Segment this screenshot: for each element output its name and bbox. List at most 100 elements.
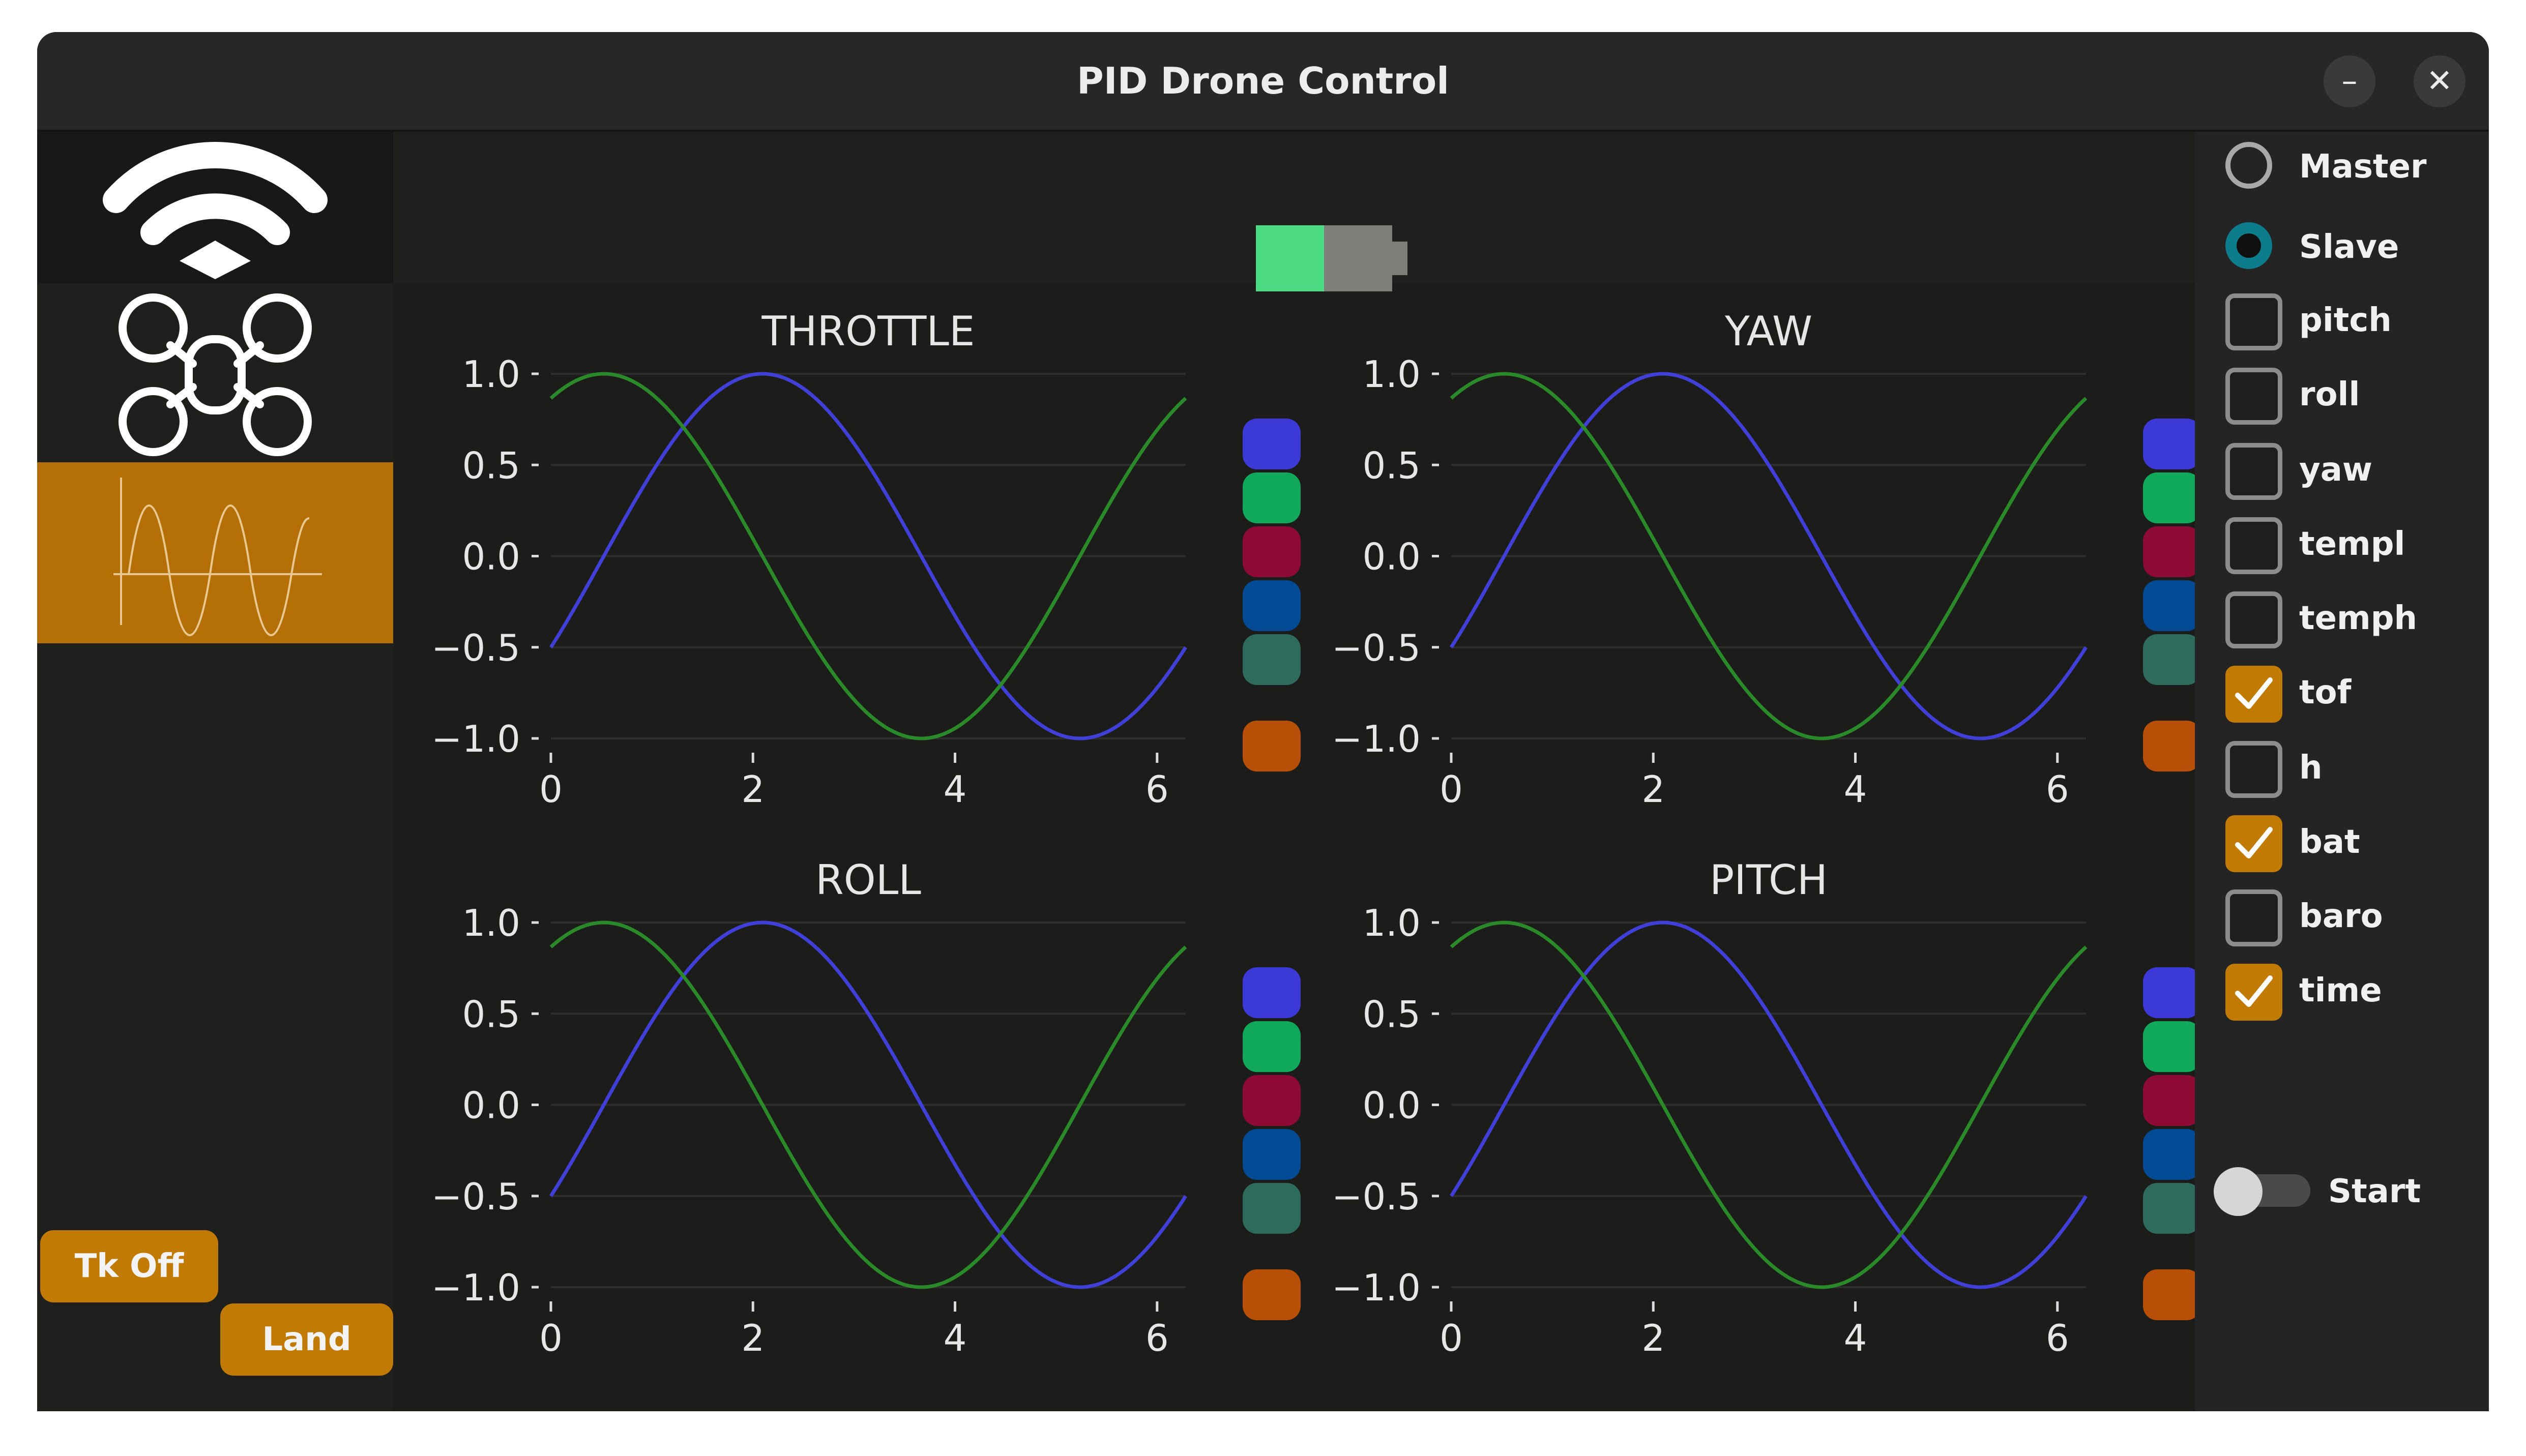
legend-swatch[interactable] bbox=[1243, 1183, 1301, 1234]
y-tick-label: 0.5 bbox=[1362, 444, 1421, 487]
x-tick-label: 2 bbox=[1641, 1317, 1665, 1359]
series-line-2 bbox=[1450, 372, 2088, 740]
wifi-icon bbox=[103, 142, 328, 279]
checkbox-time-box[interactable] bbox=[2225, 964, 2282, 1021]
radio-slave-indicator[interactable] bbox=[2225, 222, 2272, 269]
legend-swatch[interactable] bbox=[1243, 1075, 1301, 1126]
checkbox-templ-label: templ bbox=[2299, 525, 2405, 563]
checkbox-bat-label: bat bbox=[2299, 823, 2360, 861]
window-title: PID Drone Control bbox=[1077, 60, 1449, 102]
x-tick-label: 4 bbox=[1844, 1317, 1867, 1359]
legend-swatch[interactable] bbox=[1243, 1021, 1301, 1072]
start-switch[interactable]: Start bbox=[2214, 1163, 2478, 1224]
legend-swatch[interactable] bbox=[2143, 526, 2201, 577]
legend-swatch[interactable] bbox=[1243, 526, 1301, 577]
y-tick-label: 0.0 bbox=[462, 1084, 520, 1127]
y-tick-label: 1.0 bbox=[462, 353, 520, 396]
legend-swatch[interactable] bbox=[2143, 1021, 2201, 1072]
legend-swatch[interactable] bbox=[2143, 1269, 2201, 1320]
legend-swatch[interactable] bbox=[2143, 634, 2201, 685]
battery-tip bbox=[1392, 242, 1407, 275]
radio-master[interactable]: Master bbox=[2225, 139, 2480, 200]
checkbox-roll-label: roll bbox=[2299, 376, 2360, 413]
checkbox-h-box[interactable] bbox=[2225, 741, 2282, 798]
drone-tab[interactable] bbox=[37, 283, 393, 462]
checkbox-baro[interactable]: baro bbox=[2225, 888, 2480, 949]
checkbox-temph-box[interactable] bbox=[2225, 591, 2282, 648]
checkbox-bat-box[interactable] bbox=[2225, 815, 2282, 872]
legend-swatch[interactable] bbox=[1243, 419, 1301, 469]
series-line-2 bbox=[1450, 920, 2088, 1289]
checkbox-templ[interactable]: templ bbox=[2225, 516, 2480, 577]
checkbox-pitch[interactable]: pitch bbox=[2225, 292, 2480, 353]
checkbox-yaw[interactable]: yaw bbox=[2225, 442, 2480, 503]
drone-icon bbox=[119, 293, 312, 456]
checkbox-bat[interactable]: bat bbox=[2225, 814, 2480, 875]
radio-master-indicator[interactable] bbox=[2225, 142, 2272, 189]
legend-swatch[interactable] bbox=[2143, 1075, 2201, 1126]
x-tick-label: 0 bbox=[539, 768, 563, 811]
legend-swatch[interactable] bbox=[1243, 634, 1301, 685]
legend-swatch[interactable] bbox=[2143, 472, 2201, 523]
battery-level bbox=[1256, 225, 1324, 291]
chart-yaw: YAW 1.0 0.5 0.0 −0.5 −1.0 0 2 4 6 bbox=[1332, 308, 2088, 811]
checkbox-h[interactable]: h bbox=[2225, 740, 2480, 801]
chart-roll: ROLL 1.0 0.5 0.0 −0.5 −1.0 0 2 4 6 bbox=[431, 856, 1187, 1359]
wifi-tab[interactable] bbox=[37, 132, 393, 283]
minimize-button[interactable]: – bbox=[2324, 55, 2375, 107]
legend-swatch[interactable] bbox=[2143, 967, 2201, 1018]
land-button[interactable]: Land bbox=[220, 1303, 393, 1376]
legend-swatch[interactable] bbox=[2143, 1129, 2201, 1180]
x-tick-label: 6 bbox=[1145, 1317, 1169, 1359]
checkbox-templ-box[interactable] bbox=[2225, 517, 2282, 574]
y-tick-label: −1.0 bbox=[1332, 1266, 1421, 1309]
y-tick-label: 0.5 bbox=[1362, 993, 1421, 1035]
x-tick-label: 2 bbox=[741, 1317, 765, 1359]
legend-swatch[interactable] bbox=[2143, 1183, 2201, 1234]
x-tick-label: 0 bbox=[1440, 1317, 1463, 1359]
checkbox-temph[interactable]: temph bbox=[2225, 590, 2480, 651]
legend-swatch[interactable] bbox=[2143, 721, 2201, 771]
x-tick-label: 0 bbox=[1440, 768, 1463, 811]
legend-swatch[interactable] bbox=[1243, 472, 1301, 523]
x-tick-label: 2 bbox=[741, 768, 765, 811]
legend-swatch[interactable] bbox=[1243, 721, 1301, 771]
close-button[interactable]: ✕ bbox=[2414, 55, 2465, 107]
radio-master-label: Master bbox=[2299, 148, 2427, 186]
legend-swatch[interactable] bbox=[2143, 419, 2201, 469]
switch-knob[interactable] bbox=[2214, 1167, 2263, 1216]
checkbox-time[interactable]: time bbox=[2225, 963, 2480, 1024]
x-tick-label: 4 bbox=[944, 768, 967, 811]
start-label: Start bbox=[2328, 1173, 2421, 1210]
series-line-1 bbox=[1450, 372, 2088, 740]
checkbox-roll[interactable]: roll bbox=[2225, 367, 2480, 428]
checkbox-h-label: h bbox=[2299, 749, 2323, 787]
chart-title: THROTTLE bbox=[761, 308, 975, 355]
chart-throttle: THROTTLE 1.0 0.5 0.0 −0.5 −1.0 0 2 4 6 bbox=[431, 308, 1187, 811]
title-bar: PID Drone Control – ✕ bbox=[37, 32, 2489, 132]
chart-title: YAW bbox=[1724, 308, 1812, 355]
y-tick-label: −0.5 bbox=[431, 627, 520, 669]
checkbox-pitch-label: pitch bbox=[2299, 302, 2392, 339]
y-tick-label: 0.0 bbox=[462, 536, 520, 578]
checkbox-tof[interactable]: tof bbox=[2225, 665, 2480, 726]
checkbox-baro-box[interactable] bbox=[2225, 889, 2282, 946]
y-tick-label: −0.5 bbox=[1332, 1175, 1421, 1218]
check-icon bbox=[2235, 975, 2273, 1007]
checkbox-pitch-box[interactable] bbox=[2225, 293, 2282, 350]
checkbox-roll-box[interactable] bbox=[2225, 368, 2282, 425]
checkbox-yaw-box[interactable] bbox=[2225, 443, 2282, 500]
radio-slave[interactable]: Slave bbox=[2225, 219, 2480, 280]
chart-title: PITCH bbox=[1710, 856, 1828, 904]
plot-tab[interactable] bbox=[37, 462, 393, 643]
series-line-2 bbox=[549, 372, 1187, 740]
checkbox-tof-box[interactable] bbox=[2225, 666, 2282, 723]
legend-swatch[interactable] bbox=[1243, 1269, 1301, 1320]
legend-swatch[interactable] bbox=[1243, 580, 1301, 631]
legend-swatch[interactable] bbox=[1243, 1129, 1301, 1180]
checkbox-tof-label: tof bbox=[2299, 674, 2352, 711]
legend-swatch[interactable] bbox=[1243, 967, 1301, 1018]
takeoff-button[interactable]: Tk Off bbox=[40, 1230, 218, 1302]
legend-swatch[interactable] bbox=[2143, 580, 2201, 631]
battery-icon bbox=[1256, 225, 1407, 291]
